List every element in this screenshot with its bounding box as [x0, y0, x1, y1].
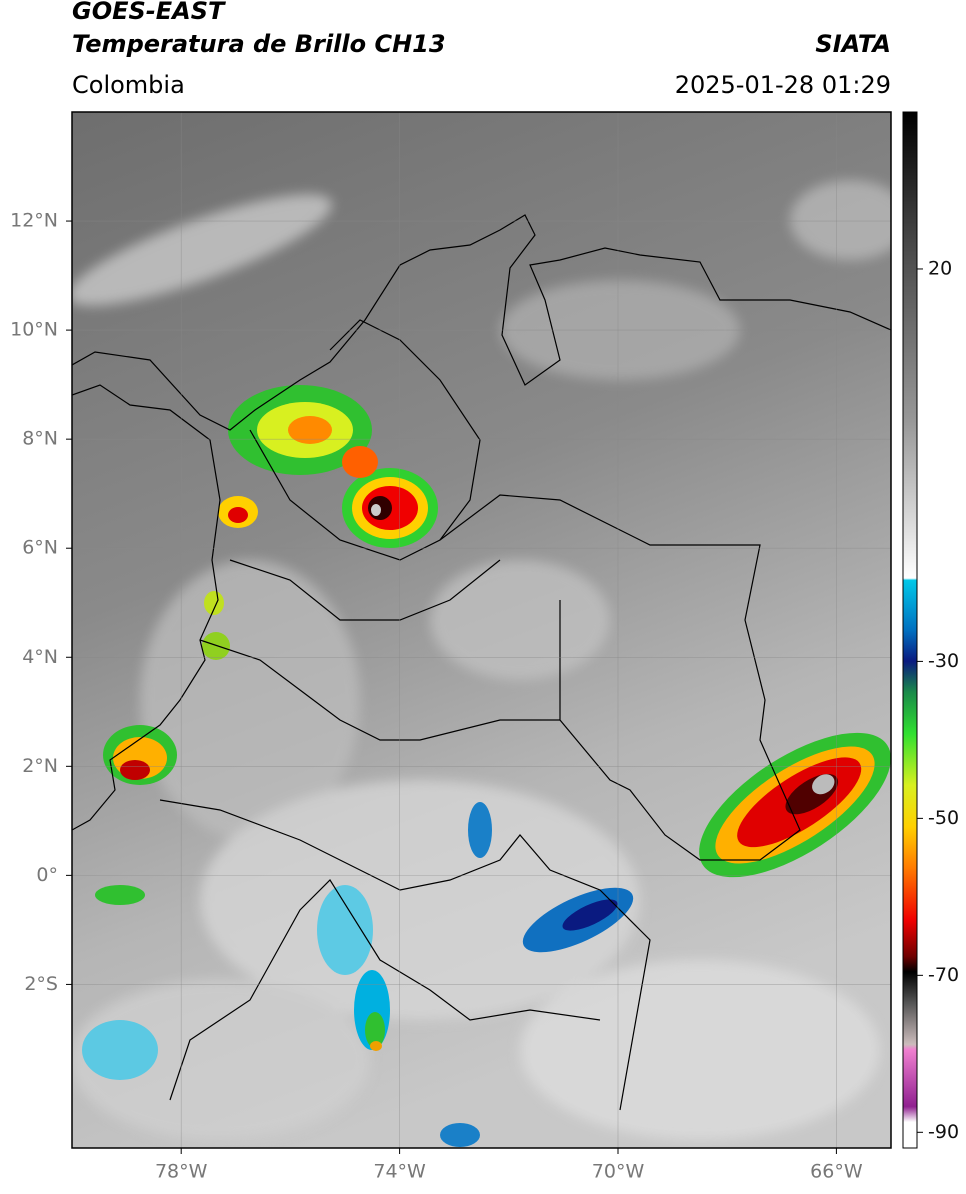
region: Colombia [72, 71, 185, 99]
product: Temperatura de Brillo CH13 [72, 30, 446, 58]
colorbar-tick-label: -70 [928, 964, 959, 986]
x-tick-label: 74°W [373, 1161, 426, 1183]
colorbar-tick-label: -50 [928, 807, 959, 829]
satellite-image [72, 112, 891, 1148]
y-tick-label: 0° [36, 864, 58, 886]
y-tick-label: 12°N [10, 210, 58, 232]
datetime: 2025-01-28 01:29 [675, 71, 891, 99]
x-tick-label: 66°W [810, 1161, 863, 1183]
y-tick-label: 4°N [22, 646, 58, 668]
y-tick-label: 8°N [22, 428, 58, 450]
map-frame [71, 111, 892, 1149]
y-tick-label: 10°N [10, 319, 58, 341]
x-tick-label: 78°W [155, 1161, 208, 1183]
colorbar-tick-label: -90 [928, 1121, 959, 1143]
agency: SIATA [815, 30, 891, 58]
x-tick-label: 70°W [592, 1161, 645, 1183]
graticule [72, 112, 891, 1148]
borders [72, 214, 891, 1111]
instrument: GOES-EAST [72, 0, 226, 25]
colorbar-tick-label: 20 [928, 257, 952, 279]
y-tick-label: 6°N [22, 537, 58, 559]
storm-cells [82, 385, 891, 1147]
y-tick-label: 2°N [22, 755, 58, 777]
colorbar [902, 111, 918, 1149]
colorbar-tick-label: -30 [928, 650, 959, 672]
y-tick-label: 2°S [24, 973, 58, 995]
